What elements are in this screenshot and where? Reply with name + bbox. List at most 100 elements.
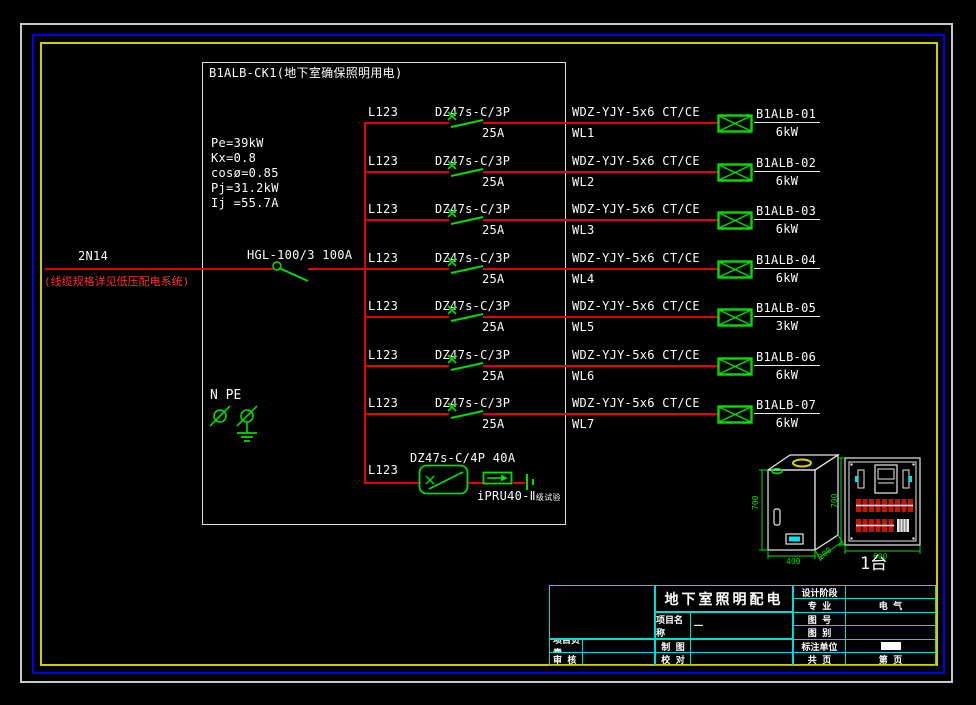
- load-power-label: 3kW: [775, 319, 799, 333]
- load-id-label: B1ALB-02: [756, 155, 817, 170]
- tb-logo-cell: [549, 585, 655, 639]
- wire-segment: [365, 316, 449, 318]
- tb-proof-label: 校 对: [655, 652, 691, 666]
- spd-device-note: 级试验: [535, 493, 561, 502]
- load-box-icon: [717, 114, 753, 133]
- load-id-underline: [754, 122, 820, 123]
- spd-device-label: iPRU40-Ⅱ级试验: [477, 490, 561, 503]
- phase-label: L123: [368, 250, 399, 265]
- tb-draft-label: 制 图: [655, 639, 691, 653]
- param-kx: Kx=0.8: [211, 151, 257, 165]
- phase-label: L123: [368, 105, 399, 119]
- load-id-label: B1ALB-07: [756, 398, 817, 412]
- rating-label: 25A: [482, 368, 505, 383]
- breaker-switch-icon: [447, 402, 484, 419]
- load-id-underline: [754, 219, 820, 220]
- wire-segment: [483, 316, 718, 318]
- cable-label: WDZ-YJY-5x6 CT/CE: [572, 202, 700, 216]
- incoming-cable-note: (线缆规格详见低压配电系统): [44, 275, 190, 288]
- tb-drawing-type-label: 图 别: [793, 625, 846, 640]
- load-box-icon: [717, 259, 753, 279]
- breaker-switch-icon: [447, 159, 484, 177]
- wire-segment: [483, 267, 718, 270]
- spd-device-model: iPRU40-Ⅱ: [477, 489, 536, 503]
- load-box-icon: [717, 356, 753, 376]
- circuit-row: L123 DZ47s-C/3P 25A WDZ-YJY-5x6 CT/CE WL…: [0, 106, 976, 146]
- phase-label: L123: [368, 202, 399, 216]
- tb-dim-unit-label: 标注单位: [793, 639, 846, 653]
- circuit-row: L123 DZ47s-C/3P 25A WDZ-YJY-5x6 CT/CE WL…: [0, 203, 976, 243]
- load-box-icon: [717, 162, 753, 182]
- main-isolator-switch-icon: [272, 261, 309, 282]
- load-box-icon: [717, 405, 753, 424]
- tb-pages-total-label: 共 页: [793, 652, 846, 666]
- load-power-label: 6kW: [775, 125, 799, 139]
- rating-label: 25A: [482, 174, 505, 189]
- rating-label: 25A: [482, 320, 505, 334]
- load-id-underline: [754, 170, 820, 172]
- tb-review-value: [582, 652, 655, 666]
- dim-3d-width: 400: [786, 557, 801, 566]
- circuit-id-label: WL4: [572, 271, 595, 286]
- spd-breaker-label: DZ47s-C/4P 40A: [410, 451, 516, 465]
- wire-segment: [365, 267, 449, 270]
- load-box-icon: [717, 211, 753, 230]
- dim-3d-height: 700: [751, 495, 760, 510]
- circuit-id-label: WL6: [572, 368, 595, 383]
- outer-frame-border: [32, 34, 945, 674]
- breaker-switch-icon: [447, 111, 484, 128]
- load-id-underline: [754, 413, 820, 414]
- phase-label: L123: [368, 299, 399, 313]
- phase-label: L123: [368, 153, 399, 168]
- cable-label: WDZ-YJY-5x6 CT/CE: [572, 396, 700, 410]
- load-box-icon: [717, 308, 753, 327]
- wire-segment: [483, 364, 718, 367]
- wire-segment: [483, 413, 718, 415]
- breaker-row-1: [856, 499, 913, 512]
- load-power-label: 6kW: [775, 416, 799, 430]
- circuit-row: L123 DZ47s-C/3P 25A WDZ-YJY-5x6 CT/CE WL…: [0, 347, 976, 389]
- wire-segment: [365, 482, 421, 484]
- wire-segment: [483, 122, 718, 124]
- tb-proof-value: [690, 652, 793, 666]
- wire-segment: [468, 482, 484, 484]
- tb-draft-value: [690, 639, 793, 653]
- tb-specialty-value: 电 气: [845, 598, 936, 613]
- incoming-line-label: 2N14: [78, 249, 109, 263]
- load-id-label: B1ALB-05: [756, 301, 817, 315]
- breaker-switch-icon: [447, 256, 484, 274]
- circuit-row: L123 DZ47s-C/3P 25A WDZ-YJY-5x6 CT/CE WL…: [0, 153, 976, 195]
- npe-bus-label: N PE: [210, 388, 242, 403]
- load-power-label: 6kW: [775, 173, 799, 188]
- cable-label: WDZ-YJY-5x6 CT/CE: [572, 347, 700, 362]
- incoming-wire: [45, 268, 273, 270]
- spd-device-icon: [482, 471, 513, 485]
- wire-segment: [365, 122, 449, 124]
- spd-breaker-icon: [418, 464, 469, 495]
- incoming-wire: [308, 268, 366, 270]
- spd-earth-icon: [526, 474, 534, 490]
- load-power-label: 6kW: [775, 222, 799, 236]
- wire-segment: [365, 413, 449, 415]
- phase-label: L123: [368, 396, 399, 410]
- rating-label: 25A: [482, 271, 505, 286]
- panel-title: B1ALB-CK1(地下室确保照明用电): [209, 66, 403, 80]
- cable-label: WDZ-YJY-5x6 CT/CE: [572, 105, 700, 119]
- wire-segment: [513, 482, 525, 484]
- tb-drawing-type-value: [845, 625, 936, 640]
- tb-dim-unit-value: [845, 639, 936, 653]
- circuit-id-label: WL5: [572, 320, 595, 334]
- load-id-underline: [754, 267, 820, 269]
- load-id-label: B1ALB-06: [756, 349, 817, 364]
- wire-segment: [365, 219, 449, 221]
- tb-drawing-no-value: [845, 612, 936, 626]
- param-pj: Pj=31.2kW: [211, 181, 279, 195]
- load-id-label: B1ALB-04: [756, 252, 817, 267]
- inner-frame-border: [40, 42, 938, 666]
- phase-label: L123: [368, 347, 399, 362]
- spd-phase-label: L123: [368, 463, 399, 477]
- tb-design-stage-value: [845, 585, 936, 599]
- load-id-label: B1ALB-01: [756, 107, 817, 121]
- tb-design-stage-label: 设计阶段: [793, 585, 846, 599]
